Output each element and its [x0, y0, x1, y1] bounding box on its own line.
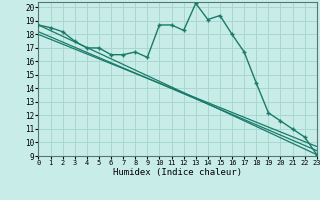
X-axis label: Humidex (Indice chaleur): Humidex (Indice chaleur): [113, 168, 242, 177]
